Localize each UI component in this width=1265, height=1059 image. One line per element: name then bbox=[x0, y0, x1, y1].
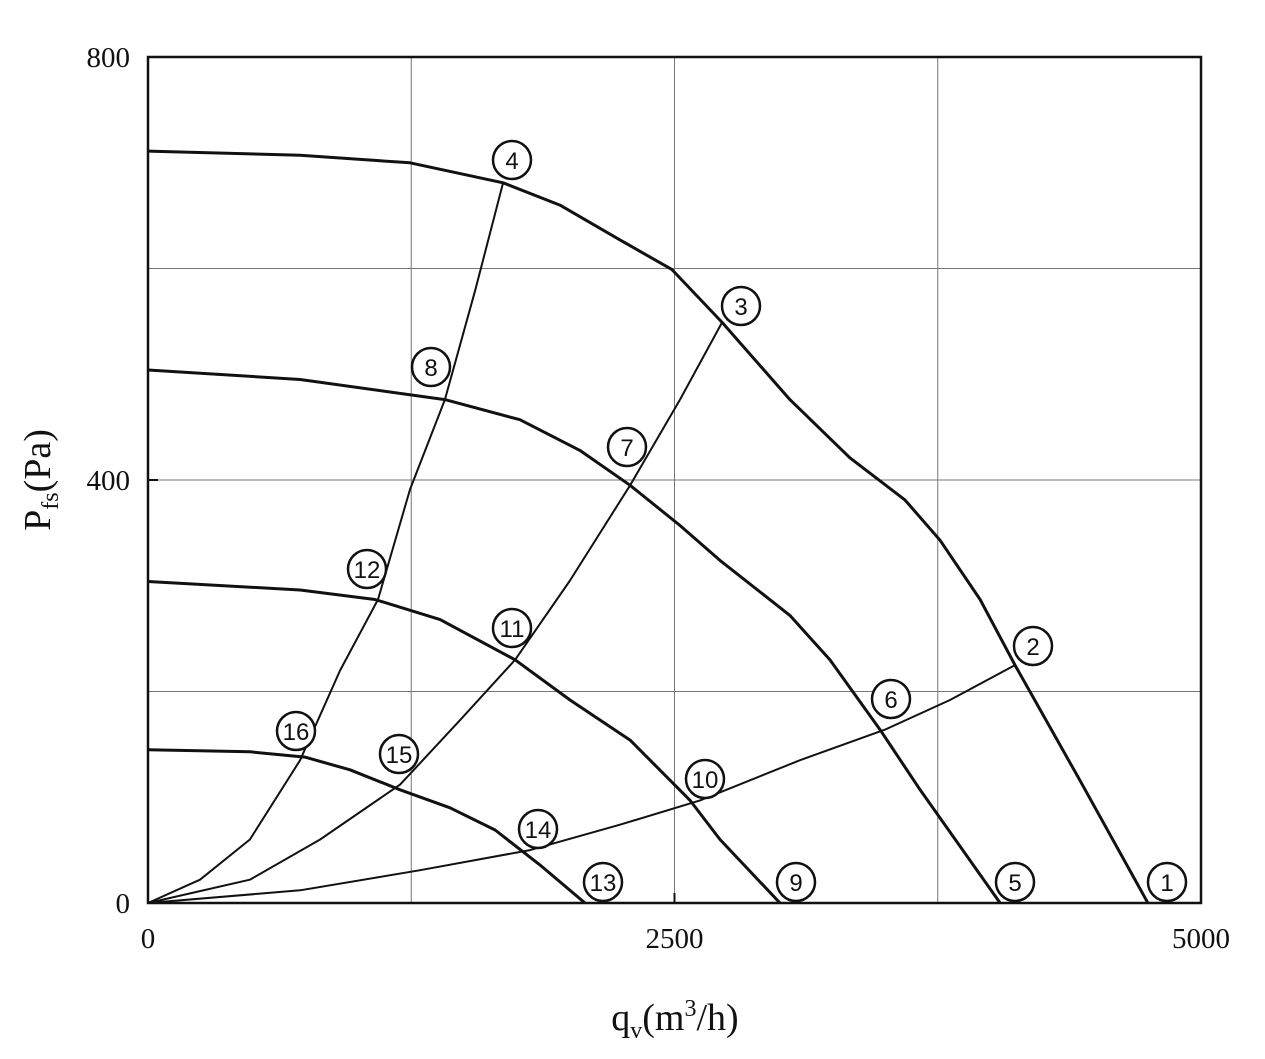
curve bbox=[147, 368, 1002, 904]
x-title-unit: (m bbox=[642, 997, 684, 1039]
point-label: 8 bbox=[424, 355, 437, 382]
point-label: 4 bbox=[505, 148, 518, 175]
y-tick-label: 400 bbox=[87, 465, 131, 497]
label-circle bbox=[491, 607, 533, 649]
curve bbox=[147, 664, 1016, 904]
y-tick-label: 0 bbox=[116, 888, 131, 920]
point-label: 13 bbox=[590, 870, 617, 897]
label-circle bbox=[1146, 861, 1188, 903]
curve bbox=[147, 149, 1150, 904]
x-title-sup: 3 bbox=[685, 996, 697, 1022]
x-title-main: q bbox=[611, 997, 630, 1039]
label-circle bbox=[870, 678, 912, 720]
y-title-sub: fs bbox=[38, 492, 64, 509]
label-circle bbox=[491, 139, 533, 181]
label-circle bbox=[517, 808, 559, 850]
point-label: 15 bbox=[386, 742, 413, 769]
x-title-unit-end: /h) bbox=[697, 997, 739, 1039]
y-tick-label: 800 bbox=[87, 42, 131, 74]
label-circle bbox=[606, 426, 648, 468]
x-tick-label: 5000 bbox=[1172, 923, 1230, 955]
x-axis-title: qv(m3/h) bbox=[611, 996, 738, 1044]
point-label: 1 bbox=[1160, 870, 1173, 897]
point-label: 16 bbox=[283, 719, 310, 746]
y-title-unit: (Pa) bbox=[17, 429, 59, 492]
plot-frame bbox=[146, 55, 1203, 905]
point-label: 10 bbox=[692, 767, 719, 794]
curve bbox=[147, 748, 586, 905]
x-title-sub: v bbox=[630, 1018, 642, 1044]
y-title-main: P bbox=[17, 510, 59, 531]
label-circle bbox=[346, 548, 388, 590]
point-label: 9 bbox=[789, 870, 802, 897]
label-circle bbox=[410, 346, 452, 388]
point-label: 12 bbox=[354, 557, 381, 584]
label-circle bbox=[775, 861, 817, 903]
point-label: 5 bbox=[1008, 870, 1021, 897]
point-label: 3 bbox=[734, 294, 747, 321]
x-tick-label: 2500 bbox=[646, 923, 704, 955]
label-circle bbox=[684, 758, 726, 800]
curve bbox=[147, 580, 782, 905]
label-circle bbox=[994, 861, 1036, 903]
curve bbox=[147, 321, 723, 904]
point-label: 14 bbox=[525, 817, 552, 844]
label-circle bbox=[582, 861, 624, 903]
y-axis-title: Pfs(Pa) bbox=[17, 429, 64, 531]
label-circle bbox=[275, 710, 317, 752]
point-label: 2 bbox=[1026, 634, 1039, 661]
curve bbox=[147, 182, 505, 904]
label-circle bbox=[720, 285, 762, 327]
x-tick-label: 0 bbox=[141, 923, 156, 955]
point-label: 11 bbox=[500, 616, 525, 643]
point-label: 7 bbox=[620, 435, 633, 462]
point-label: 6 bbox=[884, 687, 897, 714]
label-circle bbox=[378, 733, 420, 775]
label-circle bbox=[1012, 625, 1054, 667]
